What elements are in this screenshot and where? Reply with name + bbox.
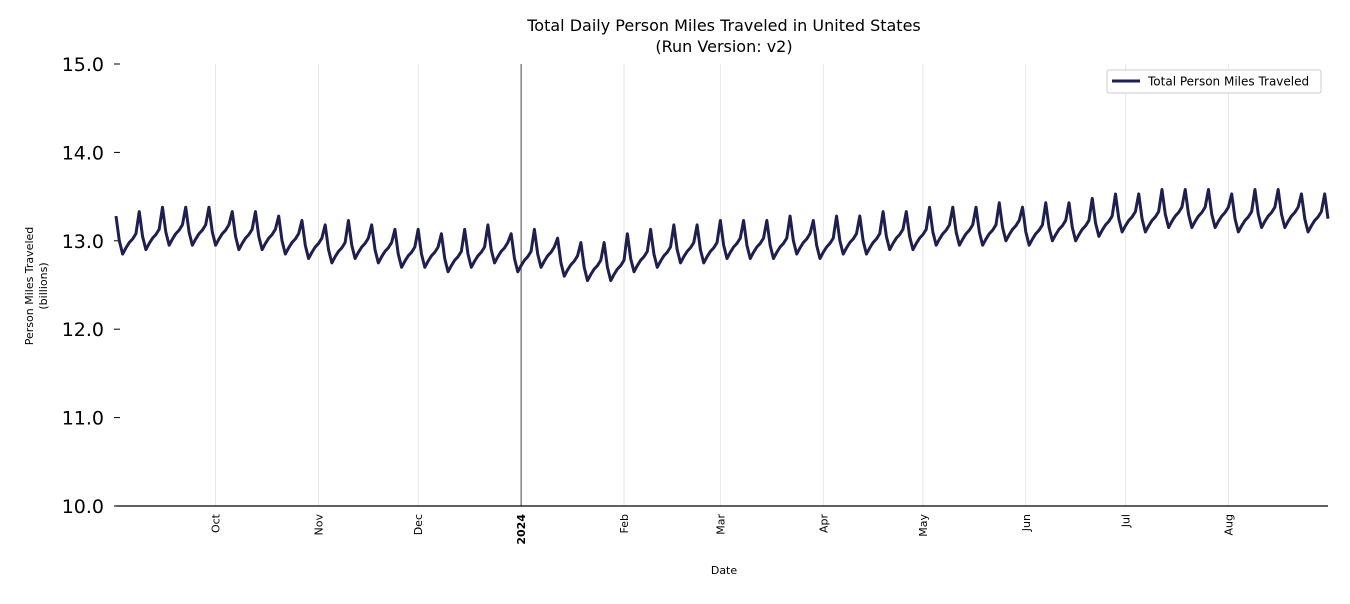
legend-box — [1106, 69, 1322, 94]
legend-label: Total Person Miles Traveled — [1147, 75, 1309, 89]
legend: Total Person Miles Traveled — [1106, 69, 1322, 94]
grid-lines — [215, 64, 1229, 506]
x-tick-label: Apr — [817, 514, 830, 534]
x-tick-label: Oct — [210, 513, 223, 533]
y-axis-unit: (billions) — [37, 262, 50, 309]
chart-subtitle: (Run Version: v2) — [655, 37, 792, 56]
y-axis: 10.0 11.0 12.0 13.0 14.0 15.0 — [62, 54, 120, 518]
x-tick-label: Jul — [1119, 514, 1132, 528]
chart-title: Total Daily Person Miles Traveled in Uni… — [526, 16, 921, 35]
x-tick-label: May — [917, 514, 930, 537]
y-axis-label: Person Miles Traveled — [23, 227, 36, 346]
x-tick-label: Aug — [1222, 514, 1235, 535]
x-tick-label: Jun — [1020, 514, 1033, 532]
y-tick-label: 11.0 — [62, 408, 104, 430]
x-tick-label: Nov — [313, 514, 326, 536]
x-axis-label: Date — [711, 564, 738, 577]
y-tick-label: 15.0 — [62, 54, 104, 76]
x-tick-label: Feb — [618, 514, 631, 533]
x-axis: Oct Nov Dec 2024 Feb Mar Apr May Jun Jul Aug — [210, 513, 1236, 544]
y-tick-label: 10.0 — [62, 496, 104, 518]
y-tick-label: 12.0 — [62, 319, 104, 341]
series-line-total-person-miles — [114, 188, 1330, 283]
y-tick-label: 13.0 — [62, 231, 104, 253]
y-tick-label: 14.0 — [62, 142, 104, 164]
x-tick-label: 2024 — [515, 514, 528, 545]
x-tick-label: Mar — [714, 514, 727, 535]
series-group — [114, 188, 1330, 283]
x-tick-label: Dec — [412, 514, 425, 535]
